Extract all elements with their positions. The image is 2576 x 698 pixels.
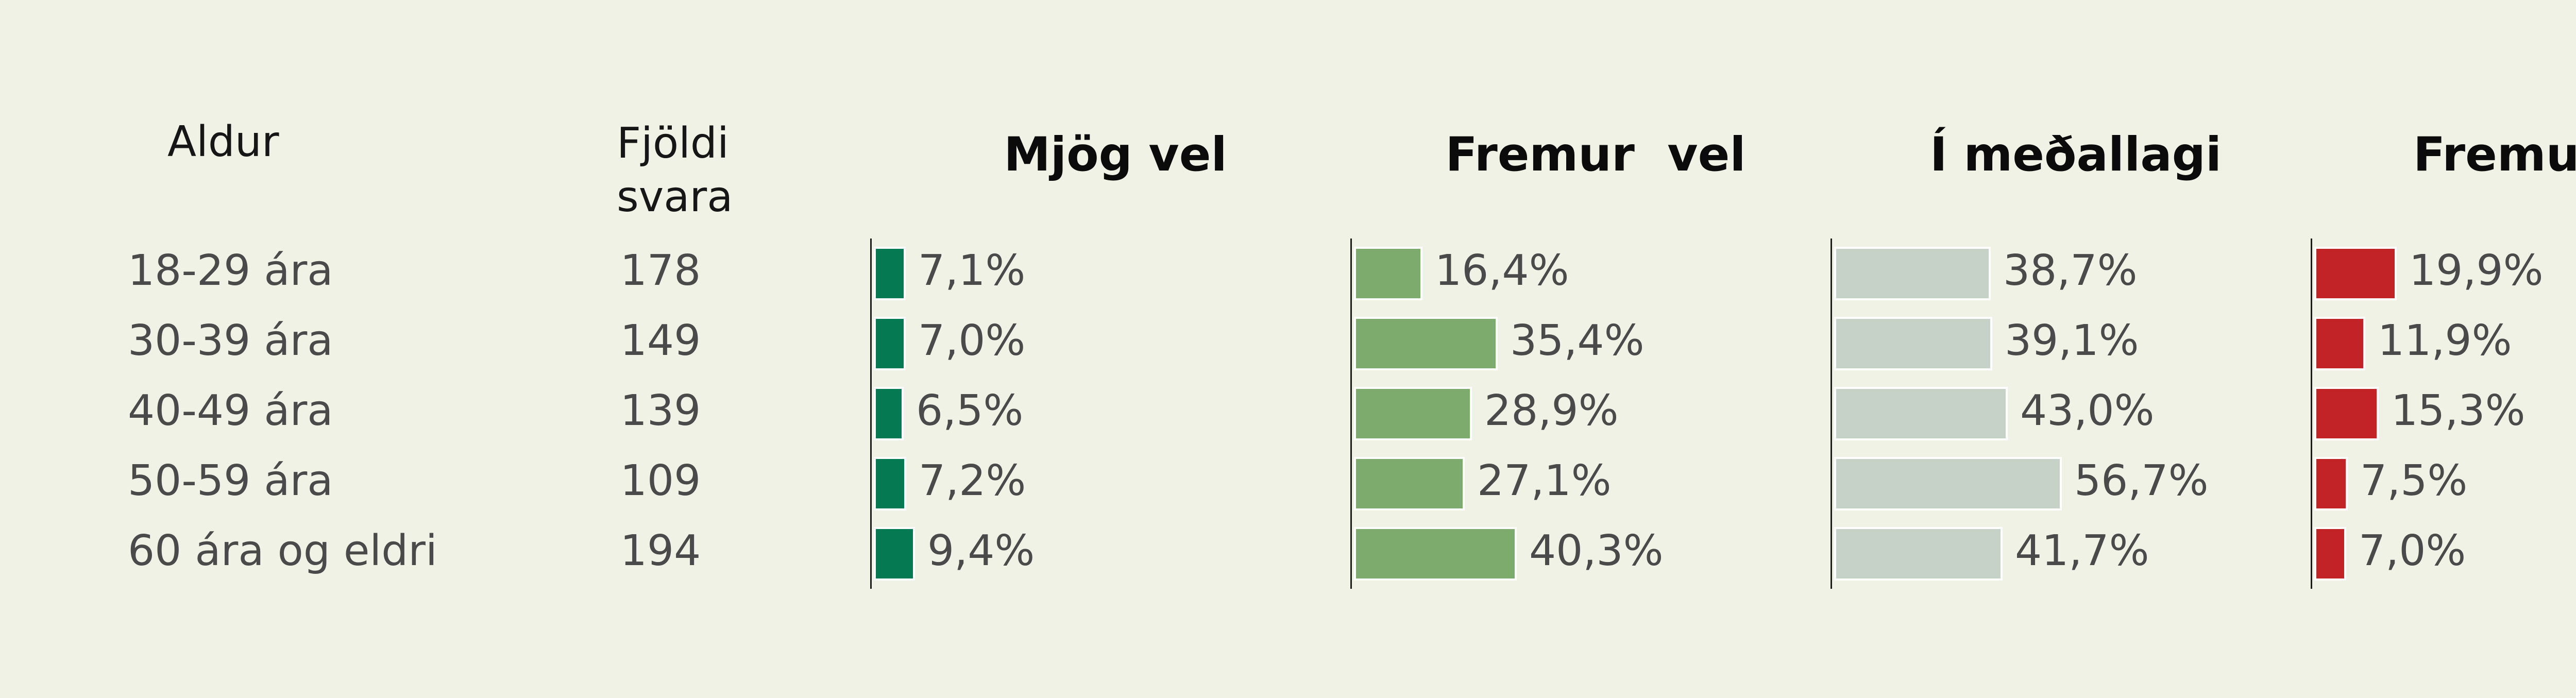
bar-value-4-5: 7,0%: [2359, 526, 2466, 575]
bar-value-3-5: 41,7%: [2015, 526, 2149, 575]
bar-2-2: [1354, 317, 1498, 370]
bar-value-1-5: 9,4%: [927, 526, 1035, 575]
row-label-3: 40-49 ára: [128, 386, 333, 435]
row-count-3: 139: [620, 386, 701, 435]
series-header-2: Fremur vel: [1445, 128, 1746, 182]
bar-value-3-3: 43,0%: [2020, 386, 2155, 435]
series-axis-4: [2311, 239, 2312, 589]
bar-1-5: [874, 527, 915, 581]
bar-2-3: [1354, 387, 1472, 440]
bar-4-3: [2314, 387, 2379, 440]
bar-3-3: [1834, 387, 2008, 440]
bar-2-5: [1354, 527, 1517, 581]
bar-value-4-3: 15,3%: [2391, 386, 2526, 435]
bar-1-4: [874, 457, 906, 510]
bar-2-1: [1354, 247, 1422, 300]
bar-value-1-2: 7,0%: [918, 316, 1026, 365]
series-axis-1: [870, 239, 872, 589]
bar-4-1: [2314, 247, 2397, 300]
bar-1-1: [874, 247, 906, 300]
bar-3-4: [1834, 457, 2062, 510]
row-label-2: 30-39 ára: [128, 316, 333, 365]
row-label-5: 60 ára og eldri: [128, 526, 437, 575]
bar-value-2-5: 40,3%: [1529, 526, 1664, 575]
series-header-4: Fremur illa: [2413, 128, 2576, 182]
bar-value-4-1: 19,9%: [2409, 246, 2544, 295]
bar-3-5: [1834, 527, 2003, 581]
bar-value-2-2: 35,4%: [1510, 316, 1645, 365]
series-axis-2: [1350, 239, 1352, 589]
bar-value-3-2: 39,1%: [2005, 316, 2139, 365]
bar-value-1-3: 6,5%: [916, 386, 1024, 435]
bar-value-3-1: 38,7%: [2003, 246, 2138, 295]
row-count-4: 109: [620, 456, 701, 505]
series-header-1: Mjög vel: [1004, 128, 1227, 182]
bar-4-2: [2314, 317, 2365, 370]
bar-2-4: [1354, 457, 1465, 510]
bar-value-2-1: 16,4%: [1435, 246, 1569, 295]
bar-value-2-3: 28,9%: [1484, 386, 1619, 435]
count-column-header-line2: svara: [617, 173, 733, 222]
bar-1-2: [874, 317, 906, 370]
row-count-5: 194: [620, 526, 701, 575]
bar-4-4: [2314, 457, 2348, 510]
bar-1-3: [874, 387, 904, 440]
bar-3-2: [1834, 317, 1992, 370]
age-column-header: Aldur: [167, 117, 279, 166]
bar-value-1-4: 7,2%: [919, 456, 1026, 505]
series-header-3: Í meðallagi: [1929, 128, 2222, 182]
bar-value-4-2: 11,9%: [2378, 316, 2512, 365]
bar-value-3-4: 56,7%: [2074, 456, 2209, 505]
bar-value-4-4: 7,5%: [2360, 456, 2468, 505]
row-label-4: 50-59 ára: [128, 456, 333, 505]
series-axis-3: [1831, 239, 1832, 589]
row-count-1: 178: [620, 246, 701, 295]
count-column-header-line1: Fjöldi: [617, 119, 729, 168]
bar-value-1-1: 7,1%: [918, 246, 1026, 295]
bar-value-2-4: 27,1%: [1477, 456, 1612, 505]
bar-3-1: [1834, 247, 1991, 300]
bar-4-5: [2314, 527, 2346, 581]
row-count-2: 149: [620, 316, 701, 365]
row-label-1: 18-29 ára: [128, 246, 333, 295]
